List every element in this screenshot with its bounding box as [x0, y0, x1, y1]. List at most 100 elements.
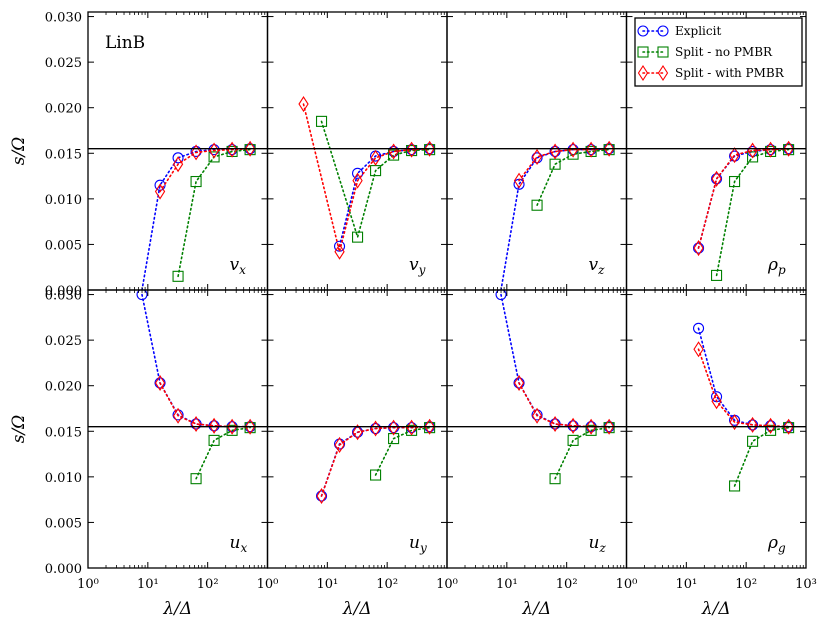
x-axis-label: λ/Δ	[162, 599, 192, 619]
data-point	[729, 147, 740, 164]
x-axis-label: λ/Δ	[701, 599, 731, 619]
legend: Explicit Split - no PMBR Split - with PMBR	[634, 17, 803, 87]
legend-marker	[637, 46, 649, 58]
y-tick-label: 0.000	[45, 562, 82, 577]
data-point	[334, 436, 345, 453]
series-line	[320, 120, 431, 240]
panel-0: vx 0.000 0.005 0.010 0.015 0.020 0.025 0.030	[45, 11, 269, 299]
data-point	[424, 418, 435, 435]
chart-title: LinB	[105, 33, 145, 53]
data-point	[567, 417, 579, 434]
series-line	[320, 425, 431, 497]
data-point	[190, 144, 202, 161]
data-point	[370, 149, 381, 166]
y-tick-label: 0.030	[45, 289, 82, 304]
data-point	[531, 199, 543, 211]
data-point	[172, 270, 184, 282]
data-point	[208, 434, 220, 446]
legend-label: Explicit	[675, 24, 721, 38]
data-point	[172, 407, 184, 424]
y-tick-label: 0.015	[45, 147, 82, 162]
y-tick-label: 0.030	[45, 11, 82, 26]
data-point	[585, 418, 597, 435]
data-point	[549, 415, 561, 433]
panel-label: vx	[230, 255, 247, 277]
series-line	[536, 148, 610, 206]
series-line	[500, 293, 610, 428]
data-point	[388, 149, 400, 161]
x-tick-label: 10⁰	[77, 577, 99, 592]
data-point	[729, 414, 740, 431]
data-point	[711, 170, 722, 187]
data-point	[729, 150, 741, 162]
legend-item: Split - no PMBR	[637, 45, 773, 59]
y-tick-label: 0.000	[45, 284, 82, 299]
data-point	[190, 473, 202, 485]
y-tick-label: 0.005	[45, 516, 82, 531]
series-line	[518, 382, 610, 428]
data-point	[603, 422, 615, 434]
panel-data	[692, 140, 795, 281]
data-point	[190, 415, 202, 433]
data-point	[316, 487, 327, 505]
legend-label: Split - with PMBR	[675, 66, 785, 80]
y-tick-label: 0.020	[45, 380, 82, 395]
legend-marker	[657, 25, 669, 37]
x-tick-label: 10¹	[316, 577, 338, 592]
data-point	[315, 115, 328, 127]
data-point	[298, 96, 309, 113]
panel-7: ρg 10⁰ 10¹ 10² 10³ λ/Δ	[616, 289, 817, 619]
panel-5: uy 10⁰ 10¹ 10² λ/Δ	[257, 289, 448, 619]
legend-label: Split - no PMBR	[675, 45, 773, 59]
panel-data	[495, 290, 615, 485]
series-line	[697, 348, 790, 428]
data-point	[783, 418, 794, 435]
series-line	[733, 426, 790, 487]
x-tick-label: 10²	[556, 577, 578, 592]
y-tick-label: 0.005	[45, 238, 82, 253]
data-point	[531, 407, 543, 424]
series-line	[177, 148, 251, 278]
panel-label: uz	[589, 533, 607, 555]
data-point	[692, 322, 705, 334]
panel-data	[136, 290, 256, 485]
data-point	[388, 433, 400, 445]
data-point	[334, 243, 345, 260]
data-point	[172, 156, 184, 173]
data-point	[585, 424, 597, 436]
data-point	[567, 434, 579, 446]
legend-item: Explicit	[637, 24, 721, 38]
data-point	[370, 469, 382, 481]
data-point	[711, 269, 723, 281]
x-tick-label: 10³	[795, 577, 817, 592]
data-point	[352, 172, 363, 189]
panel-data	[141, 140, 256, 290]
data-point	[208, 151, 220, 163]
data-point	[783, 422, 795, 434]
series-line	[141, 293, 251, 428]
data-point	[136, 290, 148, 301]
data-point	[154, 183, 166, 200]
panel-label: vy	[409, 255, 426, 277]
data-point	[244, 422, 256, 434]
panel-1: vy	[266, 11, 448, 291]
data-point	[226, 424, 238, 436]
x-tick-label: 10¹	[675, 577, 697, 592]
data-point	[711, 393, 722, 410]
legend-marker	[637, 25, 649, 37]
panel-6: uz 10⁰ 10¹ 10² λ/Δ	[436, 289, 628, 619]
series-line	[320, 425, 431, 497]
data-point	[693, 341, 704, 358]
panel-2: vz	[446, 11, 628, 291]
data-point	[783, 144, 795, 156]
data-point	[208, 417, 220, 434]
y-tick-label: 0.025	[45, 56, 82, 71]
data-point	[424, 140, 435, 157]
data-point	[729, 175, 741, 188]
data-point	[513, 172, 525, 189]
data-point	[603, 140, 615, 157]
panel-label: vz	[589, 255, 606, 277]
panel-data	[500, 140, 615, 290]
y-tick-label: 0.010	[45, 193, 82, 208]
